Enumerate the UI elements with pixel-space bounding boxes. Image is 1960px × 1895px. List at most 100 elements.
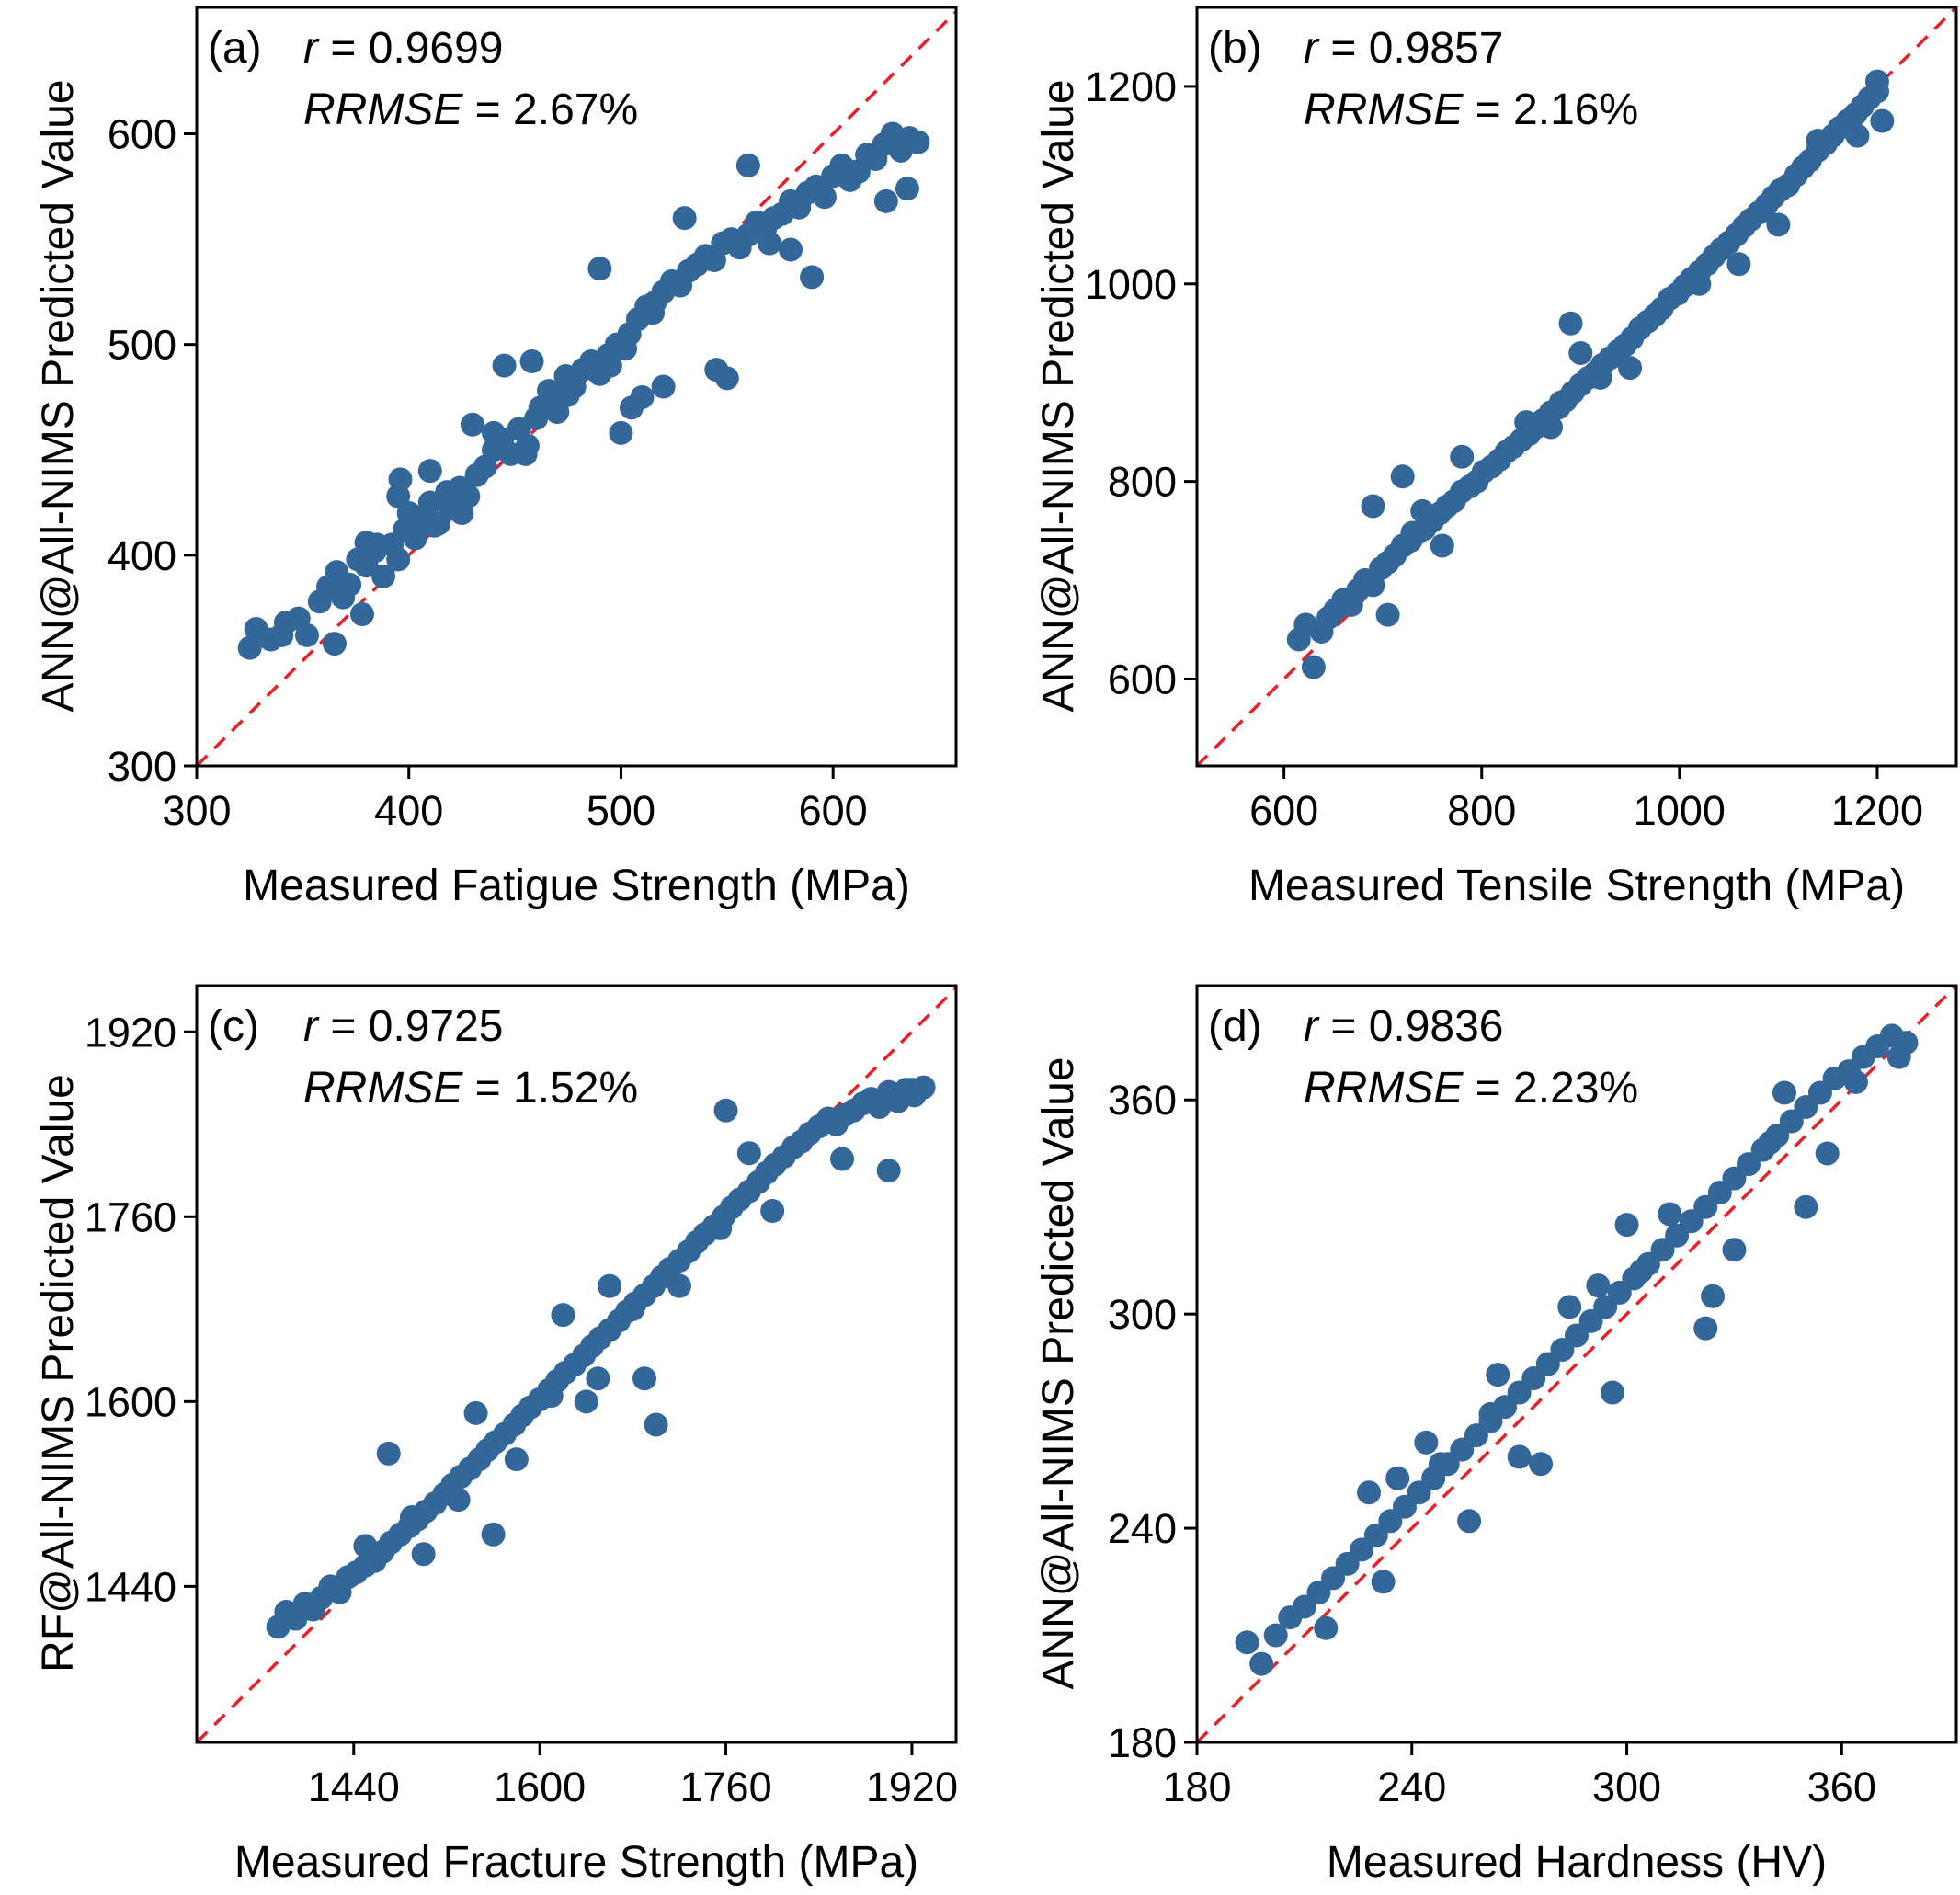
data-point <box>651 374 676 399</box>
x-tick-label: 240 <box>1377 1764 1446 1810</box>
data-point <box>641 301 666 325</box>
data-point <box>1614 1213 1639 1238</box>
x-tick-label: 400 <box>374 787 443 834</box>
data-point <box>713 1098 738 1123</box>
panel-d: 180 240 300 360 180 240 300 360 Measured Hardnes… <box>1034 984 1958 1887</box>
y-tick-label: 360 <box>1108 1077 1177 1124</box>
data-point <box>812 185 837 210</box>
data-point <box>555 382 580 407</box>
plot-frame <box>195 984 958 1744</box>
x-tick-label: 1600 <box>494 1764 586 1810</box>
data-point <box>830 1147 855 1171</box>
data-point <box>386 484 411 508</box>
data-point <box>481 1522 506 1547</box>
data-point <box>1693 1316 1718 1341</box>
y-tick-label: 1440 <box>85 1563 177 1610</box>
plot-frame <box>1195 984 1958 1744</box>
data-point <box>1263 1623 1288 1648</box>
data-point <box>294 622 319 647</box>
data-point <box>322 632 347 656</box>
stat-r-symbol: r <box>303 24 320 73</box>
data-point <box>463 1400 488 1425</box>
data-point <box>760 1199 785 1224</box>
x-tick-label: 180 <box>1162 1764 1231 1810</box>
data-point <box>513 441 538 466</box>
stat-r-symbol: r <box>1304 24 1320 73</box>
data-point <box>403 526 427 551</box>
data-point <box>1235 1630 1259 1655</box>
data-point <box>1410 498 1435 523</box>
data-point <box>400 1504 425 1529</box>
x-tick-label: 300 <box>1592 1764 1661 1810</box>
data-point <box>417 459 442 484</box>
stat-rrmse-symbol: RRMSE <box>1304 86 1464 134</box>
data-point <box>1357 1480 1382 1505</box>
reference-line <box>1197 986 1956 1742</box>
y-tick-label: 1600 <box>85 1378 177 1425</box>
data-point <box>1726 252 1751 277</box>
data-point <box>574 1389 598 1414</box>
x-tick-label: 1000 <box>1634 787 1726 834</box>
data-point <box>630 384 655 409</box>
data-point <box>736 1141 761 1166</box>
data-point <box>354 531 379 555</box>
stat-rrmse-value: = 2.23% <box>1463 1064 1638 1113</box>
x-tick-label: 1440 <box>308 1764 400 1810</box>
x-tick-label: 360 <box>1807 1764 1876 1810</box>
y-axis-label: ANN@All-NIMS Predicted Value <box>1034 79 1083 712</box>
stat-rrmse-value: = 2.16% <box>1463 86 1638 134</box>
data-point <box>422 513 447 538</box>
data-point <box>1371 1570 1396 1594</box>
data-point <box>1400 520 1425 545</box>
x-tick-label: 300 <box>162 787 231 834</box>
data-point <box>1845 123 1870 148</box>
data-points <box>1286 69 1895 679</box>
stat-error: RRMSE = 1.52% <box>303 1064 638 1113</box>
stat-error: RRMSE = 2.16% <box>1304 86 1638 134</box>
x-tick-label: 1200 <box>1831 787 1923 834</box>
data-point <box>609 420 633 445</box>
data-point <box>1618 356 1643 381</box>
data-point <box>492 353 517 378</box>
stat-error: RRMSE = 2.67% <box>303 86 638 134</box>
stat-error: RRMSE = 2.23% <box>1304 1064 1638 1113</box>
y-tick-label: 600 <box>1108 656 1177 702</box>
x-tick-label: 600 <box>1249 787 1318 834</box>
stat-correlation: r = 0.9836 <box>1304 1002 1504 1051</box>
data-point <box>1658 1202 1682 1227</box>
plot-frame <box>1195 6 1958 768</box>
data-point <box>1314 1615 1339 1640</box>
data-point <box>1457 1509 1482 1534</box>
y-tick-label: 1920 <box>85 1009 177 1056</box>
panel-c: 1440 1600 1760 1920 1440 1600 1760 1920 Measured… <box>34 984 958 1887</box>
x-tick-label: 500 <box>587 787 655 834</box>
data-point <box>587 257 612 281</box>
data-point <box>450 501 474 525</box>
stat-r-value: = 0.9699 <box>318 24 504 73</box>
data-point <box>519 349 544 373</box>
panel-b: 600 800 1000 1200 600 800 1000 1200 Measured Ten… <box>1034 6 1958 910</box>
stat-rrmse-value: = 1.52% <box>462 1064 638 1113</box>
y-axis-label: ANN@All-NIMS Predicted Value <box>1034 1056 1083 1689</box>
data-point <box>1385 1466 1410 1490</box>
y-tick-label: 240 <box>1108 1505 1177 1552</box>
data-point <box>876 1159 901 1183</box>
data-point <box>1539 415 1564 440</box>
data-point <box>386 547 411 572</box>
x-tick-label: 600 <box>799 787 868 834</box>
data-point <box>539 1384 564 1409</box>
stat-r-value: = 0.9836 <box>1318 1002 1504 1051</box>
data-point <box>1629 1259 1654 1284</box>
stat-correlation: r = 0.9857 <box>1304 24 1504 73</box>
stat-r-symbol: r <box>1304 1002 1320 1051</box>
data-point <box>1600 1380 1624 1405</box>
data-point <box>672 206 697 231</box>
data-point <box>1586 1273 1611 1298</box>
y-tick-label: 800 <box>1108 459 1177 506</box>
stat-rrmse-symbol: RRMSE <box>303 1064 463 1113</box>
x-tick-label: 1920 <box>866 1764 958 1810</box>
data-point <box>1486 1363 1510 1387</box>
data-point <box>1249 1651 1274 1676</box>
data-point <box>1548 390 1573 415</box>
